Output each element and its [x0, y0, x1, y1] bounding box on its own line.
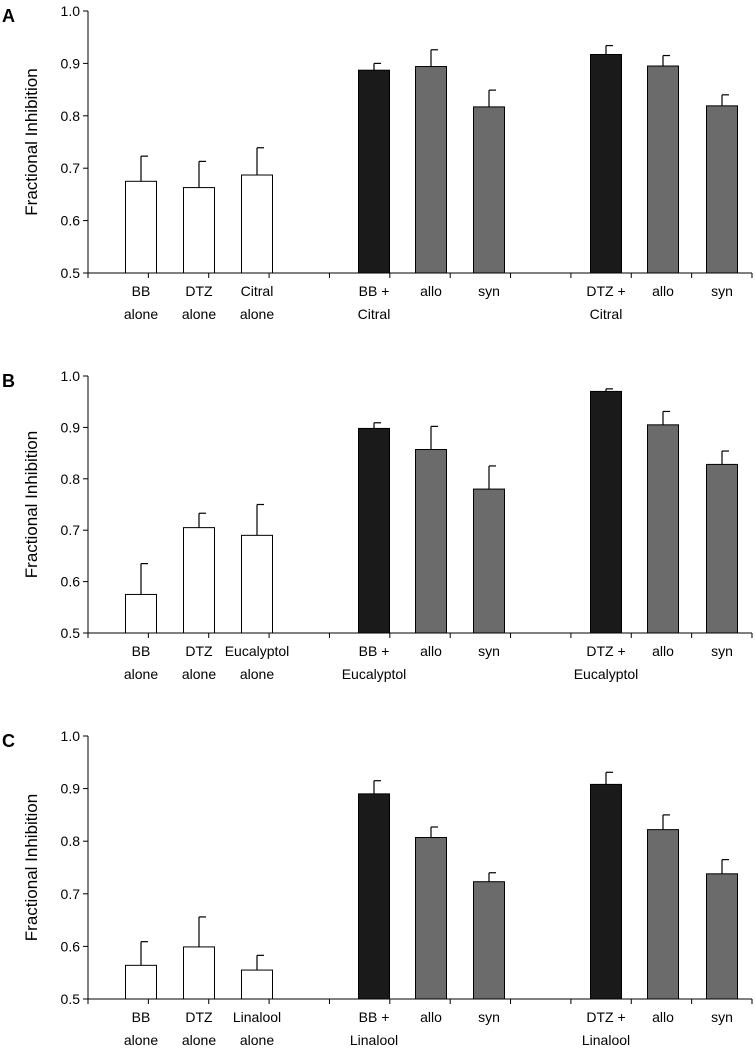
bar-combo: [358, 69, 390, 274]
x-category-label: Citral: [590, 306, 623, 322]
x-category-label: syn: [478, 283, 500, 299]
x-category-label: BB: [132, 1009, 151, 1025]
x-category-label: BB: [132, 643, 151, 659]
x-category-label: allo: [652, 1009, 674, 1025]
x-category-label: Eucalyptol: [574, 666, 639, 682]
x-category-label: DTZ +: [586, 643, 625, 659]
x-category-label: DTZ: [185, 283, 213, 299]
bar-combo: [358, 793, 390, 1000]
x-category-label: allo: [652, 643, 674, 659]
y-tick-label: 0.6: [61, 213, 81, 229]
y-tick-label: 0.5: [61, 265, 81, 281]
x-category-label: alone: [240, 1032, 274, 1048]
x-category-label: Linalool: [233, 1009, 281, 1025]
bar-alone: [183, 946, 215, 1000]
x-category-label: Citral: [358, 306, 391, 322]
y-tick-label: 0.9: [61, 419, 81, 435]
x-category-label: Citral: [241, 283, 274, 299]
x-category-label: alone: [240, 306, 274, 322]
bar-alone: [241, 534, 273, 634]
bar-combo: [590, 390, 622, 634]
panel-b: B Fractional Inhibition 0.5 0.6 0.7 0.8 0.9 1.0…: [2, 368, 753, 682]
x-category-label: alone: [182, 306, 216, 322]
x-category-label: syn: [711, 643, 733, 659]
x-category-label: Linalool: [350, 1032, 398, 1048]
y-tick-label: 1.0: [61, 3, 81, 19]
panel-a: A Fractional Inhibition 0.5 0.6 0.7 0.8 0.9 1.0…: [2, 3, 753, 322]
bar-alone: [183, 187, 215, 274]
bar-model: [647, 424, 679, 634]
y-tick-label: 0.8: [61, 471, 81, 487]
bar-alone: [125, 593, 157, 634]
y-tick-label: 0.6: [61, 938, 81, 954]
x-category-label: alone: [124, 306, 158, 322]
bar-alone: [241, 969, 273, 1000]
y-tick-label: 0.7: [61, 522, 81, 538]
bar-model: [706, 105, 738, 274]
bar-model: [415, 66, 447, 274]
y-tick-label: 0.9: [61, 55, 81, 71]
x-category-label: syn: [478, 643, 500, 659]
y-tick-label: 0.7: [61, 160, 81, 176]
x-category-label: alone: [124, 666, 158, 682]
bar-model: [473, 881, 505, 1000]
bar-combo: [590, 53, 622, 274]
x-category-label: syn: [478, 1009, 500, 1025]
x-category-label: allo: [420, 1009, 442, 1025]
bar-alone: [125, 180, 157, 274]
panel-letter: C: [2, 731, 15, 751]
y-axis-label: Fractional Inhibition: [22, 431, 41, 578]
bar-combo: [358, 427, 390, 634]
bar-model: [473, 488, 505, 634]
y-tick-label: 0.8: [61, 833, 81, 849]
x-category-label: BB +: [359, 1009, 390, 1025]
x-category-label: alone: [124, 1032, 158, 1048]
y-tick-label: 0.5: [61, 625, 81, 641]
bar-alone: [241, 174, 273, 274]
bar-combo: [590, 783, 622, 1000]
x-category-label: syn: [711, 283, 733, 299]
y-tick-label: 0.8: [61, 108, 81, 124]
y-tick-label: 1.0: [61, 728, 81, 744]
panel-c: C Fractional Inhibition 0.5 0.6 0.7 0.8 0.9 1.0…: [2, 728, 753, 1048]
bar-model: [473, 106, 505, 274]
x-category-label: alone: [182, 1032, 216, 1048]
x-category-label: allo: [420, 643, 442, 659]
bar-model: [706, 873, 738, 1000]
y-axis-label: Fractional Inhibition: [22, 68, 41, 215]
bar-model: [415, 837, 447, 1000]
y-tick-label: 0.6: [61, 574, 81, 590]
x-category-label: DTZ +: [586, 283, 625, 299]
bar-model: [706, 463, 738, 634]
y-axis-label: Fractional Inhibition: [22, 794, 41, 941]
x-category-label: Eucalyptol: [342, 666, 407, 682]
x-category-label: syn: [711, 1009, 733, 1025]
y-tick-label: 0.7: [61, 886, 81, 902]
bar-alone: [183, 527, 215, 634]
panel-letter: A: [2, 6, 15, 26]
bar-model: [647, 829, 679, 1000]
x-category-label: BB +: [359, 643, 390, 659]
x-category-label: BB: [132, 283, 151, 299]
y-tick-label: 1.0: [61, 368, 81, 384]
y-tick-label: 0.5: [61, 991, 81, 1007]
x-category-label: alone: [182, 666, 216, 682]
x-category-label: Linalool: [582, 1032, 630, 1048]
x-category-label: allo: [420, 283, 442, 299]
y-tick-label: 0.9: [61, 781, 81, 797]
x-category-label: DTZ +: [586, 1009, 625, 1025]
x-category-label: alone: [240, 666, 274, 682]
x-category-label: Eucalyptol: [225, 643, 290, 659]
x-category-label: BB +: [359, 283, 390, 299]
x-category-label: DTZ: [185, 643, 213, 659]
x-category-label: allo: [652, 283, 674, 299]
bar-model: [415, 449, 447, 634]
x-category-label: DTZ: [185, 1009, 213, 1025]
panel-letter: B: [2, 371, 15, 391]
bar-model: [647, 65, 679, 274]
bar-alone: [125, 964, 157, 1000]
